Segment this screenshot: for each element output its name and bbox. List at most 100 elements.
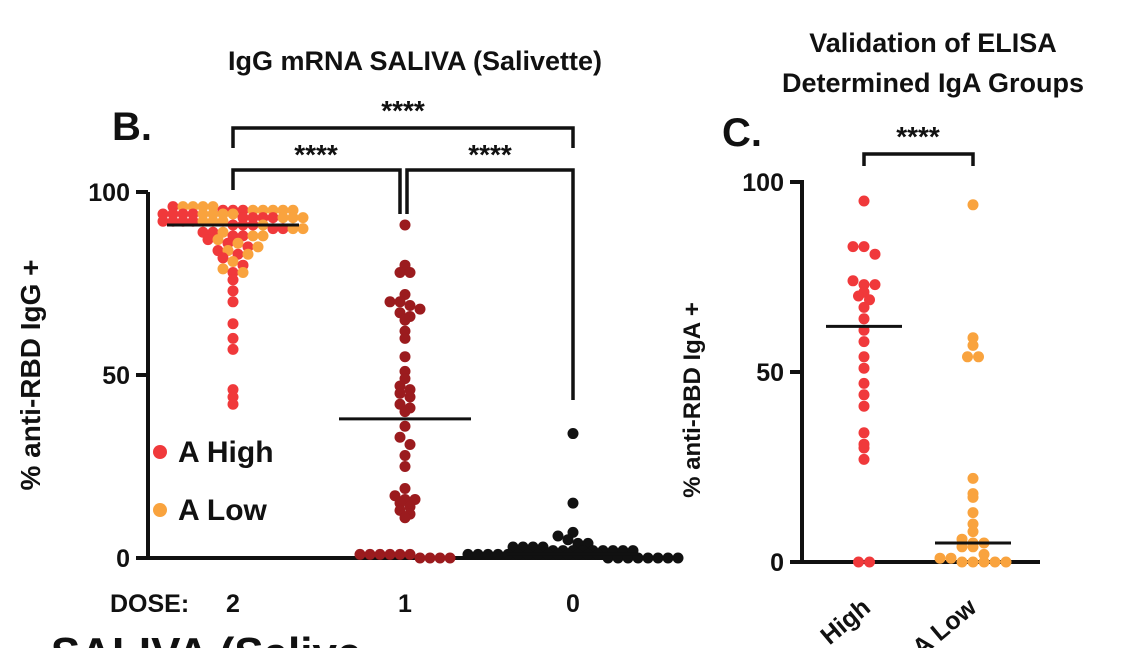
data-point xyxy=(562,534,574,546)
data-point xyxy=(962,351,973,363)
cropped-title-fragment: ... SALIVA (Salive ... xyxy=(2,629,410,648)
data-point xyxy=(399,314,411,326)
data-point xyxy=(297,223,309,235)
data-point xyxy=(287,212,299,224)
significance-bracket xyxy=(231,168,402,214)
panel-c-x-tick-label: High xyxy=(815,593,876,648)
data-point xyxy=(858,195,870,207)
data-point xyxy=(404,299,416,311)
legend: A High A Low xyxy=(153,436,274,527)
data-point xyxy=(989,556,1001,568)
panel-b-x-prefix: DOSE: xyxy=(110,590,189,618)
data-point xyxy=(414,303,426,315)
data-point xyxy=(227,296,239,308)
data-point xyxy=(934,552,946,564)
data-point xyxy=(642,552,654,564)
data-point xyxy=(399,332,411,344)
data-point xyxy=(967,339,979,351)
data-point xyxy=(978,556,990,568)
data-point xyxy=(404,548,416,560)
data-point xyxy=(232,237,244,249)
data-point xyxy=(202,234,214,246)
data-point xyxy=(1000,556,1012,568)
data-point xyxy=(853,556,864,568)
data-point xyxy=(399,406,411,418)
data-point xyxy=(858,400,870,412)
data-point xyxy=(399,219,411,231)
data-point xyxy=(399,450,411,462)
data-point xyxy=(858,427,870,439)
data-point xyxy=(227,332,239,344)
significance-bracket xyxy=(862,152,975,166)
data-point xyxy=(858,313,870,325)
significance-label: **** xyxy=(294,139,338,170)
data-point xyxy=(858,351,870,363)
data-point xyxy=(394,387,406,399)
data-point xyxy=(399,482,411,494)
panel-c-label: C. xyxy=(722,111,762,155)
data-point xyxy=(252,241,264,253)
data-point xyxy=(257,230,269,242)
data-point xyxy=(858,301,870,313)
data-point xyxy=(227,285,239,297)
data-point xyxy=(462,548,474,560)
data-point xyxy=(482,548,494,560)
data-point xyxy=(858,241,870,253)
data-point xyxy=(277,212,289,224)
significance-label: **** xyxy=(468,139,512,170)
data-point xyxy=(967,199,979,211)
panel-b-title: IgG mRNA SALIVA (Salivette) xyxy=(228,46,602,76)
data-point xyxy=(869,279,881,291)
legend-label: A Low xyxy=(178,494,268,527)
data-point xyxy=(847,241,859,253)
data-point xyxy=(492,548,504,560)
data-point xyxy=(978,548,990,560)
data-point xyxy=(414,552,426,564)
legend-swatch xyxy=(153,503,167,517)
data-point xyxy=(858,453,870,465)
data-point xyxy=(858,279,870,291)
data-point xyxy=(404,267,416,279)
data-point xyxy=(267,212,279,224)
data-point xyxy=(384,296,396,308)
data-point xyxy=(967,526,979,538)
y-tick-label: 100 xyxy=(742,169,784,197)
y-tick-label: 0 xyxy=(770,549,784,577)
data-point xyxy=(956,556,968,568)
data-point xyxy=(858,389,870,401)
data-point xyxy=(227,343,239,355)
panel-c: Validation of ELISA Determined IgA Group… xyxy=(679,28,1084,648)
panel-c-y-axis-label: % anti-RBD IgA + xyxy=(679,302,706,498)
legend-swatch xyxy=(153,445,167,459)
data-point xyxy=(394,431,406,443)
panel-b-x-tick-label: 2 xyxy=(226,590,240,618)
data-point xyxy=(967,507,979,519)
data-point xyxy=(227,208,239,220)
panel-b-label: B. xyxy=(112,105,152,149)
data-point xyxy=(364,548,376,560)
data-point xyxy=(967,472,979,484)
significance-label: **** xyxy=(896,121,940,152)
data-point xyxy=(869,248,881,260)
y-tick-label: 0 xyxy=(116,545,130,573)
data-point xyxy=(227,318,239,330)
data-point xyxy=(399,351,411,363)
y-tick-label: 50 xyxy=(102,362,130,390)
data-point xyxy=(967,491,979,503)
panel-b: IgG mRNA SALIVA (Salivette) B. % anti-RB… xyxy=(2,46,684,648)
data-point xyxy=(967,556,979,568)
data-point xyxy=(404,391,416,403)
data-point xyxy=(967,332,979,344)
data-point xyxy=(444,552,456,564)
data-point xyxy=(217,252,229,264)
y-tick-label: 50 xyxy=(756,359,784,387)
data-point xyxy=(853,290,864,302)
data-point xyxy=(374,548,386,560)
data-point xyxy=(227,256,239,268)
data-point xyxy=(858,362,870,374)
panel-b-x-tick-label: 0 xyxy=(566,590,580,618)
significance-label: **** xyxy=(381,95,425,126)
data-point xyxy=(354,548,366,560)
panel-b-y-axis-label: % anti-RBD IgG + xyxy=(15,259,46,490)
data-point xyxy=(967,518,979,530)
